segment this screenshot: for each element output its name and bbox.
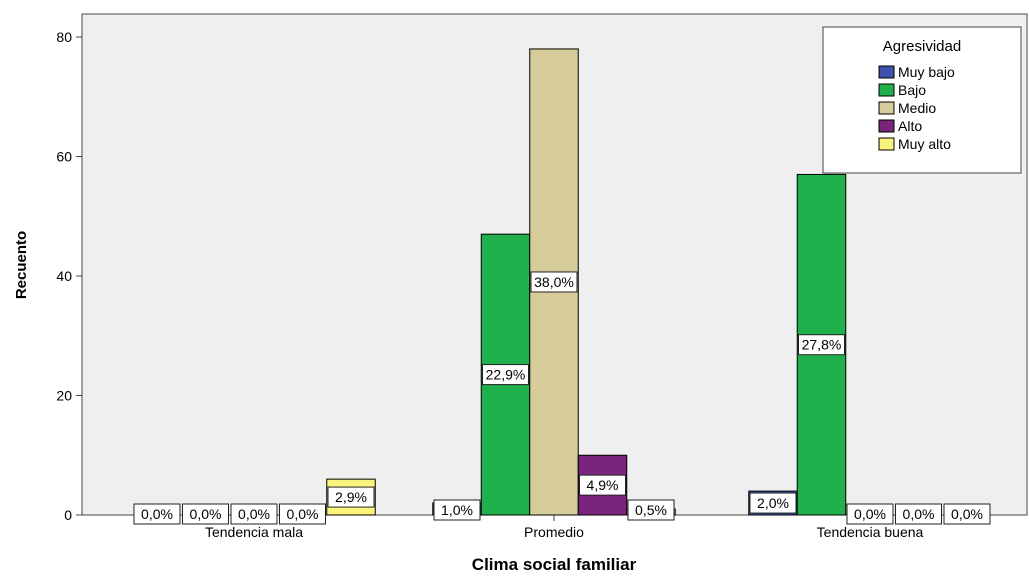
legend-label: Bajo [898, 82, 926, 98]
data-label: 0,0% [190, 506, 222, 522]
data-label-box [749, 492, 797, 514]
data-label: 27,8% [802, 337, 842, 353]
data-label-box [943, 503, 991, 525]
data-label: 0,0% [854, 506, 886, 522]
legend-swatch [878, 137, 895, 151]
x-tick-label: Promedio [524, 524, 584, 540]
legend-title: Agresividad [883, 38, 961, 55]
data-label: 0,0% [903, 506, 935, 522]
data-label-box [846, 503, 894, 525]
legend-swatch [878, 119, 895, 133]
y-tick-label: 20 [56, 388, 72, 404]
legend-box [822, 26, 1022, 174]
data-label: 0,0% [951, 506, 983, 522]
data-label-box [433, 499, 481, 521]
data-label: 1,0% [441, 502, 473, 518]
legend-label: Muy bajo [898, 64, 955, 80]
legend-items: Muy bajo Bajo Medio Alto Muy alto [878, 64, 955, 152]
data-label-box [482, 364, 529, 386]
legend-swatch [878, 83, 895, 97]
data-label-box [182, 503, 229, 525]
data-label: 2,9% [335, 489, 367, 505]
y-tick-label: 80 [56, 29, 72, 45]
y-tick-label: 40 [56, 268, 72, 284]
legend-swatch [878, 65, 895, 79]
axes-group: 0 20 40 60 80 Tendencia mala Promedio Tendencia… [56, 29, 923, 540]
data-label: 2,0% [757, 495, 789, 511]
y-tick-label: 60 [56, 149, 72, 165]
legend-swatch [878, 101, 895, 115]
data-label-box [327, 486, 375, 508]
x-axis-title: Clima social familiar [472, 555, 637, 574]
x-tick-label: Tendencia buena [817, 524, 924, 540]
y-axis-title: Recuento [13, 231, 30, 299]
data-label: 0,0% [141, 506, 173, 522]
x-tick-label: Tendencia mala [205, 524, 303, 540]
data-label-box [230, 503, 278, 525]
legend: Agresividad Muy bajo Bajo Medio Alto Muy alt… [822, 26, 1022, 174]
data-label-box [627, 499, 675, 521]
data-label-box [895, 503, 942, 525]
data-label: 22,9% [486, 367, 526, 383]
data-label: 0,5% [635, 502, 667, 518]
data-label: 4,9% [587, 477, 619, 493]
data-labels-group: 0,0% 0,0% 0,0% 0,0% 2,9% 1,0% 22,9% 38,0% 4,9% 0,… [133, 271, 991, 525]
data-label: 0,0% [287, 506, 319, 522]
data-label: 38,0% [534, 274, 574, 290]
legend-label: Muy alto [898, 136, 951, 152]
data-label-box [133, 503, 181, 525]
data-label: 0,0% [238, 506, 270, 522]
legend-label: Medio [898, 100, 936, 116]
data-label-box [279, 503, 326, 525]
legend-label: Alto [898, 118, 922, 134]
data-label-box [798, 334, 845, 356]
y-tick-label: 0 [64, 507, 72, 523]
data-label-box [579, 474, 626, 496]
data-label-box [530, 271, 578, 293]
